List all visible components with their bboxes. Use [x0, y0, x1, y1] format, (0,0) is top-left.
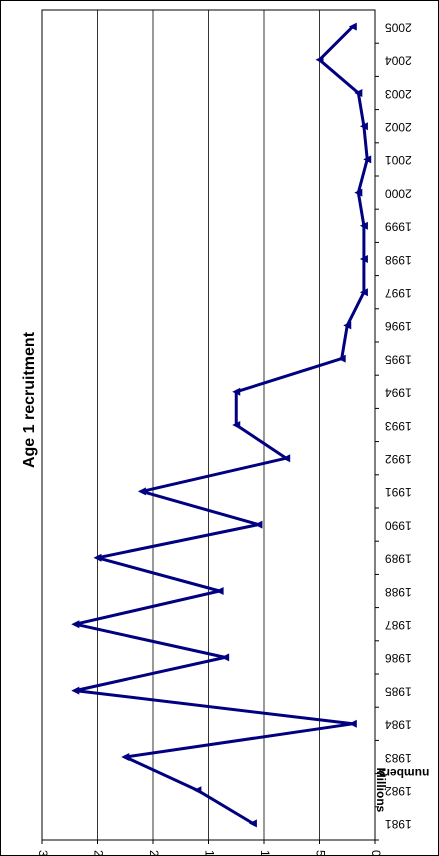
x-tick-label: 1981	[385, 817, 412, 831]
x-tick-label: 2000	[385, 186, 412, 200]
y-tick-label: 0	[369, 850, 383, 856]
data-marker	[282, 454, 291, 463]
data-marker	[337, 354, 346, 363]
x-tick-label: 1987	[385, 618, 412, 632]
x-tick-label: 1983	[385, 751, 412, 765]
x-tick-label: 1991	[385, 485, 412, 499]
x-tick-label: 1998	[385, 253, 412, 267]
x-tick-label: 1995	[385, 352, 412, 366]
data-marker	[359, 221, 368, 230]
axis-title: numbers	[378, 766, 429, 780]
y-tick-label: 15	[202, 850, 216, 856]
x-tick-label: 1997	[385, 286, 412, 300]
data-marker	[359, 288, 368, 297]
x-tick-label: 1996	[385, 319, 412, 333]
y-tick-label: 30	[36, 850, 50, 856]
data-marker	[254, 520, 263, 529]
data-marker	[354, 188, 363, 197]
data-marker	[315, 55, 324, 64]
plot-frame	[41, 9, 376, 841]
data-marker	[71, 620, 80, 629]
data-marker	[93, 553, 102, 562]
data-marker	[121, 753, 130, 761]
x-tick-label: 2003	[385, 87, 412, 101]
y-tick-label: 10	[258, 850, 272, 856]
x-tick-label: 2002	[385, 120, 412, 134]
data-marker	[348, 719, 357, 728]
data-marker	[363, 155, 372, 164]
x-tick-label: 1990	[385, 518, 412, 532]
y-tick-label: 20	[147, 850, 161, 856]
data-marker	[348, 22, 357, 31]
x-tick-label: 1989	[385, 552, 412, 566]
x-tick-label: 2001	[385, 153, 412, 167]
data-marker	[359, 255, 368, 263]
x-tick-label: 1999	[385, 220, 412, 234]
y-tick-label: 25	[91, 850, 105, 856]
chart-title: Age 1 recruitment	[21, 331, 38, 468]
x-tick-label: 2005	[385, 20, 412, 34]
x-tick-label: 1984	[385, 718, 412, 732]
data-marker	[354, 89, 363, 97]
data-marker	[248, 819, 257, 828]
x-tick-label: 1982	[385, 784, 412, 798]
x-tick-label: 1992	[385, 452, 412, 466]
data-marker	[359, 122, 368, 131]
data-marker	[193, 786, 202, 795]
x-tick-label: 1993	[385, 419, 412, 433]
data-marker	[71, 686, 80, 695]
data-marker	[232, 387, 241, 396]
x-tick-label: 1994	[385, 386, 412, 400]
x-tick-label: 2004	[385, 54, 412, 68]
axis-title: Millions	[374, 768, 388, 813]
data-marker	[137, 487, 146, 496]
data-marker	[343, 321, 352, 330]
data-marker	[232, 421, 241, 429]
x-tick-label: 1985	[385, 684, 412, 698]
data-marker	[215, 587, 224, 595]
data-marker	[221, 653, 230, 662]
x-tick-label: 1988	[385, 585, 412, 599]
x-tick-label: 1986	[385, 651, 412, 665]
y-tick-label: 5	[313, 850, 327, 856]
